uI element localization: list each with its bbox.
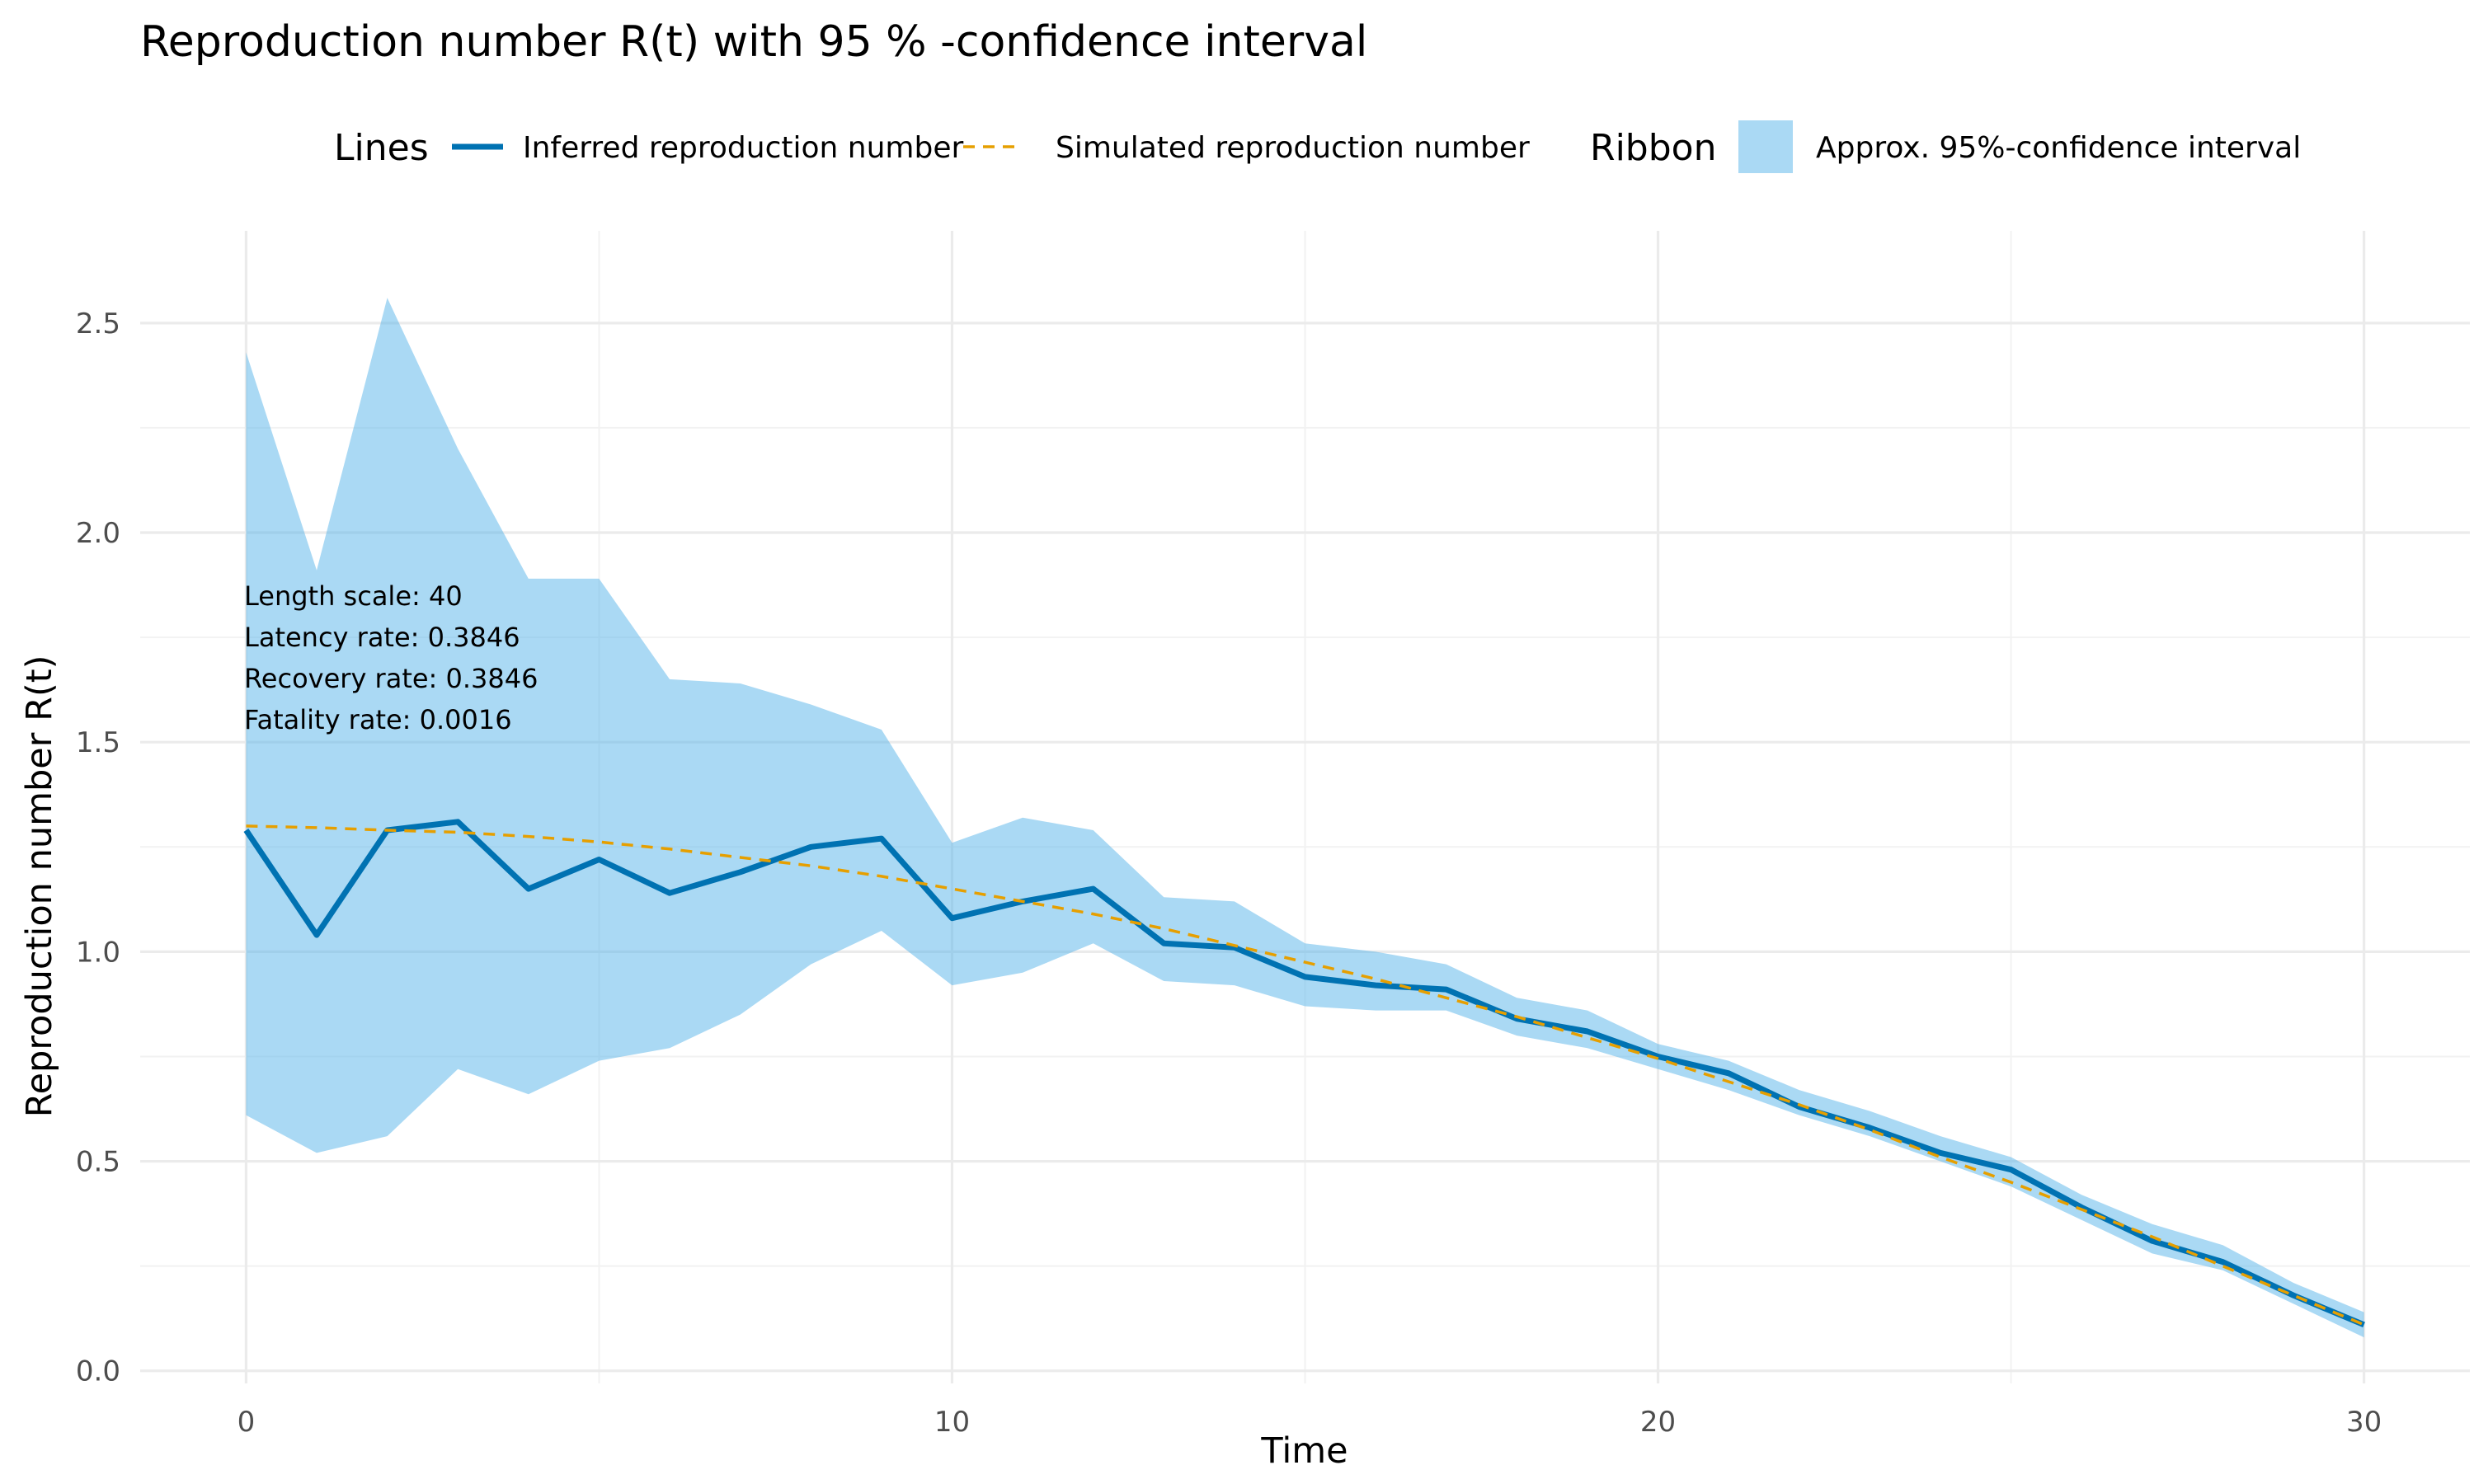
x-axis-title: Time xyxy=(1260,1430,1348,1472)
legend-inferred-label: Inferred reproduction number xyxy=(523,131,963,165)
legend-ribbon-label: Approx. 95%-confidence interval xyxy=(1816,131,2301,165)
x-tick-label: 0 xyxy=(238,1406,256,1439)
ribbon-layer xyxy=(246,298,2364,1338)
y-tick-label: 0.5 xyxy=(76,1146,120,1179)
annotation-block: Length scale: 40 Latency rate: 0.3846 Re… xyxy=(244,580,538,735)
legend-ribbon-key xyxy=(1738,120,1793,173)
y-tick-label: 0.0 xyxy=(76,1355,120,1388)
annotation-length-scale: Length scale: 40 xyxy=(244,580,463,612)
legend-lines-title: Lines xyxy=(334,127,429,169)
legend: Lines Inferred reproduction number Simul… xyxy=(334,120,2301,173)
x-tick-label: 10 xyxy=(934,1406,970,1439)
y-tick-label: 2.5 xyxy=(76,308,120,340)
y-axis-title: Reproduction number R(t) xyxy=(19,655,60,1118)
x-tick-label: 20 xyxy=(1640,1406,1676,1439)
chart-title: Reproduction number R(t) with 95 % -conf… xyxy=(140,17,1367,67)
lines-layer xyxy=(243,819,2365,1328)
annotation-recovery-rate: Recovery rate: 0.3846 xyxy=(244,663,538,694)
confidence-ribbon xyxy=(246,298,2364,1338)
annotation-fatality-rate: Fatality rate: 0.0016 xyxy=(244,704,512,735)
inferred-line xyxy=(243,819,2365,1328)
legend-simulated-label: Simulated reproduction number xyxy=(1056,131,1530,165)
legend-ribbon-title: Ribbon xyxy=(1590,127,1716,169)
y-tick-label: 2.0 xyxy=(76,517,120,550)
tick-labels: 0 10 20 30 0.0 0.5 1.0 1.5 2.0 2.5 xyxy=(76,308,2382,1439)
annotation-latency-rate: Latency rate: 0.3846 xyxy=(244,622,520,653)
y-tick-label: 1.5 xyxy=(76,726,120,759)
simulated-line xyxy=(246,824,2365,1327)
x-tick-label: 30 xyxy=(2346,1406,2382,1439)
y-tick-label: 1.0 xyxy=(76,936,120,969)
